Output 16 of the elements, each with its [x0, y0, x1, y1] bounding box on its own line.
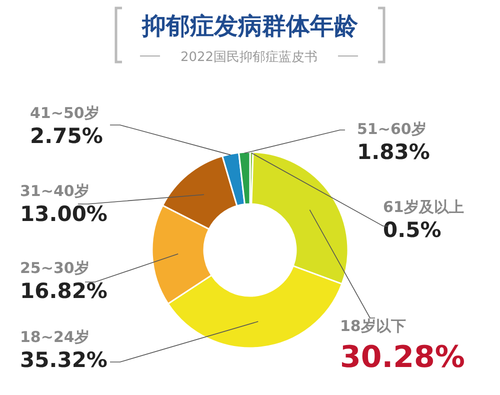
chart-subtitle: 2022国民抑郁症蓝皮书: [180, 50, 318, 65]
slice-label: 18岁以下: [340, 317, 406, 335]
slice-label: 31~40岁: [20, 182, 90, 200]
data-label: 2.75%: [30, 124, 103, 148]
slice-label: 25~30岁: [20, 259, 90, 277]
data-label: 35.32%: [20, 348, 108, 372]
data-label: 13.00%: [20, 202, 108, 226]
data-label: 1.83%: [357, 140, 430, 164]
slice-label: 51~60岁: [357, 120, 426, 138]
slice-label: 41~50岁: [30, 104, 100, 122]
slice-label: 61岁及以上: [383, 198, 464, 216]
slice-label: 18~24岁: [20, 328, 90, 346]
chart-title: 抑郁症发病群体年龄: [141, 12, 359, 40]
data-label: 0.5%: [383, 218, 442, 242]
data-label: 30.28%: [340, 340, 465, 375]
data-label: 16.82%: [20, 279, 108, 303]
